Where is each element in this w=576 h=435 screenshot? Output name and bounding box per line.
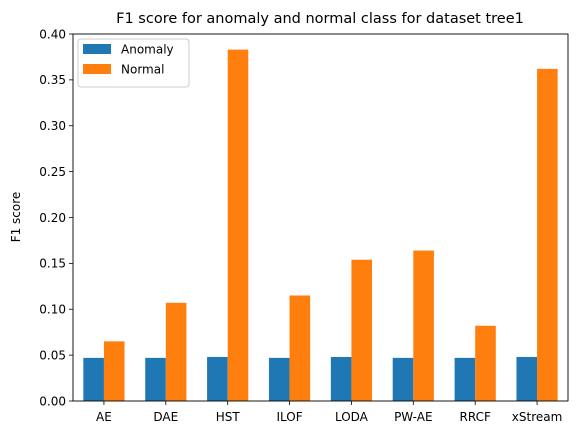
plot-frame <box>72 33 569 402</box>
bar-normal-ae <box>103 341 125 401</box>
bar-normal-loda <box>351 259 373 401</box>
bar-normal-hst <box>227 49 249 401</box>
y-tick-label: 0.40 <box>39 27 66 41</box>
bar-normal-pw-ae <box>413 250 434 401</box>
bar-normal-xstream <box>537 68 558 402</box>
legend-label-normal: Normal <box>121 63 164 77</box>
x-tick-label: LODA <box>335 410 369 424</box>
x-tick-label: RRCF <box>460 410 491 424</box>
x-axis-ticks: AE DAE HST ILOF LODA PW-AE RRCF xStream <box>96 401 562 424</box>
chart-title: F1 score for anomaly and normal class fo… <box>116 11 524 27</box>
y-tick-label: 0.05 <box>39 348 66 362</box>
legend-swatch-anomaly <box>83 44 111 54</box>
x-tick-label: AE <box>96 410 112 424</box>
bar-normal-rrcf <box>475 325 496 401</box>
y-tick-label: 0.00 <box>39 394 66 408</box>
bar-anomaly-xstream <box>516 356 538 401</box>
x-tick-label: DAE <box>153 410 178 424</box>
y-tick-label: 0.10 <box>39 303 66 317</box>
bars-group <box>83 49 558 402</box>
y-tick-label: 0.30 <box>39 119 66 133</box>
legend: Anomaly Normal <box>77 38 190 88</box>
bar-anomaly-loda <box>330 356 352 401</box>
y-axis-ticks: 0.00 0.05 0.10 0.15 0.20 0.25 0.30 0.35 0.40 <box>39 27 73 408</box>
y-tick-label: 0.35 <box>39 73 66 87</box>
legend-swatch-normal <box>83 64 111 74</box>
x-tick-label: PW-AE <box>394 410 432 424</box>
x-tick-label: HST <box>216 410 241 424</box>
x-tick-label: ILOF <box>276 410 302 424</box>
bar-anomaly-dae <box>145 357 166 401</box>
bar-anomaly-pw-ae <box>392 357 414 401</box>
bar-normal-ilof <box>289 295 311 401</box>
bar-anomaly-ilof <box>268 357 290 401</box>
y-tick-label: 0.20 <box>39 211 66 225</box>
bar-normal-dae <box>165 302 187 401</box>
y-tick-label: 0.15 <box>39 257 66 271</box>
bar-anomaly-hst <box>207 356 228 401</box>
y-axis-label: F1 score <box>9 192 23 243</box>
legend-label-anomaly: Anomaly <box>121 43 174 57</box>
bar-anomaly-rrcf <box>454 357 476 401</box>
y-tick-label: 0.25 <box>39 165 66 179</box>
bar-anomaly-ae <box>83 357 104 401</box>
x-tick-label: xStream <box>512 410 563 424</box>
